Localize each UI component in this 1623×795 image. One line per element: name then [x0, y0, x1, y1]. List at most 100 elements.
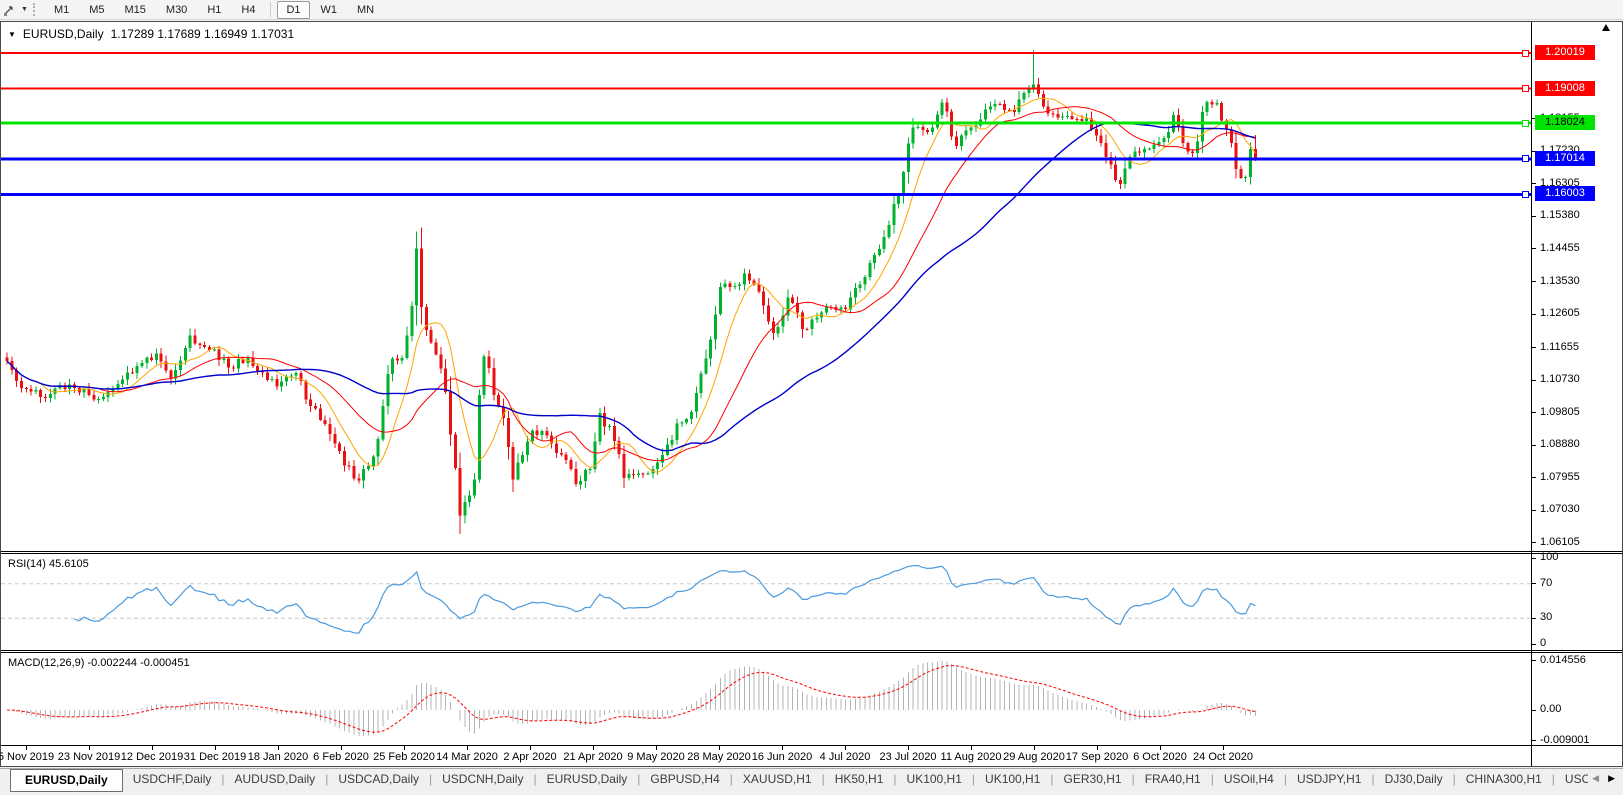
price-axis-tick-label: 1.13530 — [1540, 274, 1580, 287]
date-axis[interactable]: 5 Nov 2019 23 Nov 2019 12 Dec 2019 31 Dec 2… — [0, 746, 1531, 766]
tab-usdchf-daily[interactable]: USDCHF,Daily — [132, 772, 212, 786]
date-axis-tick — [26, 746, 27, 750]
tab-divider: | — [325, 772, 329, 786]
hline-end-marker — [1522, 119, 1529, 127]
price-axis[interactable]: 1.181551.172301.163051.153801.144551.135… — [1531, 22, 1622, 766]
chart-title: ▼ EURUSD,Daily 1.17289 1.17689 1.16949 1… — [8, 27, 294, 41]
panel-separator[interactable] — [1, 650, 1622, 651]
tab-eurusd-daily[interactable]: EURUSD,Daily — [546, 772, 628, 786]
date-label: 5 Nov 2019 — [0, 751, 55, 763]
tab-china300-h1[interactable]: CHINA300,H1 — [1465, 772, 1542, 786]
macd-axis-label: -0.009001 — [1540, 733, 1590, 746]
tab-uk100-h1[interactable]: UK100,H1 — [906, 772, 962, 786]
price-axis-tick-label: 1.12605 — [1540, 307, 1580, 319]
chart-symbol-label: EURUSD,Daily — [22, 27, 104, 41]
rsi-axis-label: 100 — [1540, 551, 1559, 563]
tab-divider: | — [1131, 772, 1135, 786]
main-price-chart[interactable] — [1, 22, 1531, 551]
timeframe-button-w1[interactable]: W1 — [320, 3, 338, 16]
panel-separator[interactable] — [1, 652, 1622, 653]
price-axis-tick-label: 1.14455 — [1540, 241, 1580, 254]
price-axis-tick-label: 1.15380 — [1540, 209, 1580, 222]
date-axis-tick — [89, 746, 90, 750]
tab-eurusd-daily[interactable]: EURUSD,Daily — [10, 769, 123, 792]
tab-divider: | — [821, 772, 825, 786]
tab-scroll-buttons: ◀ ▶ — [1588, 769, 1623, 784]
tab-xauusd-h1[interactable]: XAUUSD,H1 — [742, 772, 812, 786]
date-label: 24 Oct 2020 — [1193, 751, 1253, 763]
macd-axis-label: 0.014556 — [1540, 653, 1586, 666]
tab-uk100-h1[interactable]: UK100,H1 — [985, 772, 1041, 786]
toolbar-separator — [270, 2, 272, 17]
price-axis-tick-label: 1.10730 — [1540, 373, 1580, 386]
macd-axis-label: 0.00 — [1540, 703, 1562, 715]
rsi-indicator-chart[interactable] — [1, 554, 1531, 650]
timeframe-buttons: M1 M5 M15 M30 H1 H4 D1 W1 MN — [44, 0, 384, 19]
date-label: 23 Nov 2019 — [57, 751, 121, 763]
price-axis-tick — [1532, 183, 1536, 185]
cursor-tool-button[interactable]: ▼ — [0, 0, 31, 19]
price-axis-tick-label: 1.09805 — [1540, 405, 1580, 418]
tab-usoil-h4[interactable]: USOil,H4 — [1223, 772, 1274, 786]
date-axis-tick — [152, 746, 153, 750]
date-axis-tick — [1097, 746, 1098, 750]
timeframe-button-m15[interactable]: M15 — [124, 3, 146, 16]
date-label: 28 May 2020 — [687, 751, 751, 763]
date-axis-tick — [719, 746, 720, 750]
tab-audusd-daily[interactable]: AUDUSD,Daily — [234, 772, 316, 786]
timeframe-button-d1[interactable]: D1 — [277, 0, 310, 19]
price-level-badge: 1.17014 — [1535, 150, 1595, 166]
chart-shift-marker[interactable] — [1602, 24, 1610, 31]
price-axis-tick — [1532, 379, 1536, 381]
tab-usdcnh-daily[interactable]: USDCNH,Daily — [442, 772, 524, 786]
date-label: 14 Mar 2020 — [436, 751, 498, 763]
panel-separator[interactable] — [1, 553, 1622, 554]
toolbar-grip[interactable] — [32, 3, 38, 16]
tab-fra40-h1[interactable]: FRA40,H1 — [1144, 772, 1201, 786]
tab-divider: | — [1371, 772, 1375, 786]
macd-indicator-chart[interactable] — [1, 653, 1531, 745]
tab-usdcad-daily[interactable]: USDCAD,Daily — [338, 772, 419, 786]
timeframe-button-mn[interactable]: MN — [357, 3, 375, 16]
tab-gbpusd-h4[interactable]: GBPUSD,H4 — [650, 772, 720, 786]
date-axis-tick — [908, 746, 909, 750]
panel-separator[interactable] — [1, 551, 1622, 552]
tool-dropdown-caret-icon[interactable]: ▼ — [21, 6, 28, 13]
rsi-axis-label: 0 — [1540, 637, 1547, 649]
tab-usoil-h1[interactable]: USOil,H1 — [1564, 772, 1589, 786]
timeframe-button-h1[interactable]: H1 — [207, 3, 222, 16]
price-axis-tick — [1532, 248, 1536, 250]
rsi-axis-label: 30 — [1540, 611, 1553, 624]
date-label: 23 Jul 2020 — [879, 751, 937, 763]
rsi-axis-label: 70 — [1540, 576, 1553, 589]
date-axis-tick — [1034, 746, 1035, 750]
chart-collapse-icon[interactable]: ▼ — [8, 29, 16, 39]
tab-hk50-h1[interactable]: HK50,H1 — [834, 772, 884, 786]
price-axis-tick — [1532, 444, 1536, 446]
tab-divider: | — [971, 772, 976, 786]
timeframe-button-m30[interactable]: M30 — [165, 3, 188, 16]
tab-divider: | — [1551, 772, 1555, 786]
date-label: 11 Aug 2020 — [940, 751, 1002, 763]
tabs-scroll-right-icon[interactable]: ▶ — [1608, 773, 1615, 783]
date-label: 9 May 2020 — [627, 751, 685, 763]
tab-dj30-daily[interactable]: DJ30,Daily — [1384, 772, 1443, 786]
price-level-badge: 1.16003 — [1535, 186, 1595, 202]
date-label: 29 Aug 2020 — [1003, 751, 1065, 763]
tab-usdjpy-h1[interactable]: USDJPY,H1 — [1296, 772, 1362, 786]
timeframe-button-h4[interactable]: H4 — [241, 3, 256, 16]
timeframe-button-m1[interactable]: M1 — [53, 3, 70, 16]
date-axis-tick — [467, 746, 468, 750]
price-axis-tick — [1532, 118, 1536, 120]
tab-ger30-h1[interactable]: GER30,H1 — [1063, 772, 1122, 786]
date-axis-tick — [656, 746, 657, 750]
tab-divider: | — [637, 772, 641, 786]
timeframe-toolbar: ▼ M1 M5 M15 M30 H1 H4 D1 W1 MN — [0, 0, 1623, 20]
date-label: 25 Feb 2020 — [373, 751, 435, 763]
price-axis-tick — [1532, 281, 1536, 282]
tab-divider: | — [729, 772, 733, 786]
tabs-scroll-left-icon[interactable]: ◀ — [1592, 773, 1600, 783]
price-axis-tick — [1532, 215, 1536, 217]
timeframe-button-m5[interactable]: M5 — [89, 3, 105, 16]
